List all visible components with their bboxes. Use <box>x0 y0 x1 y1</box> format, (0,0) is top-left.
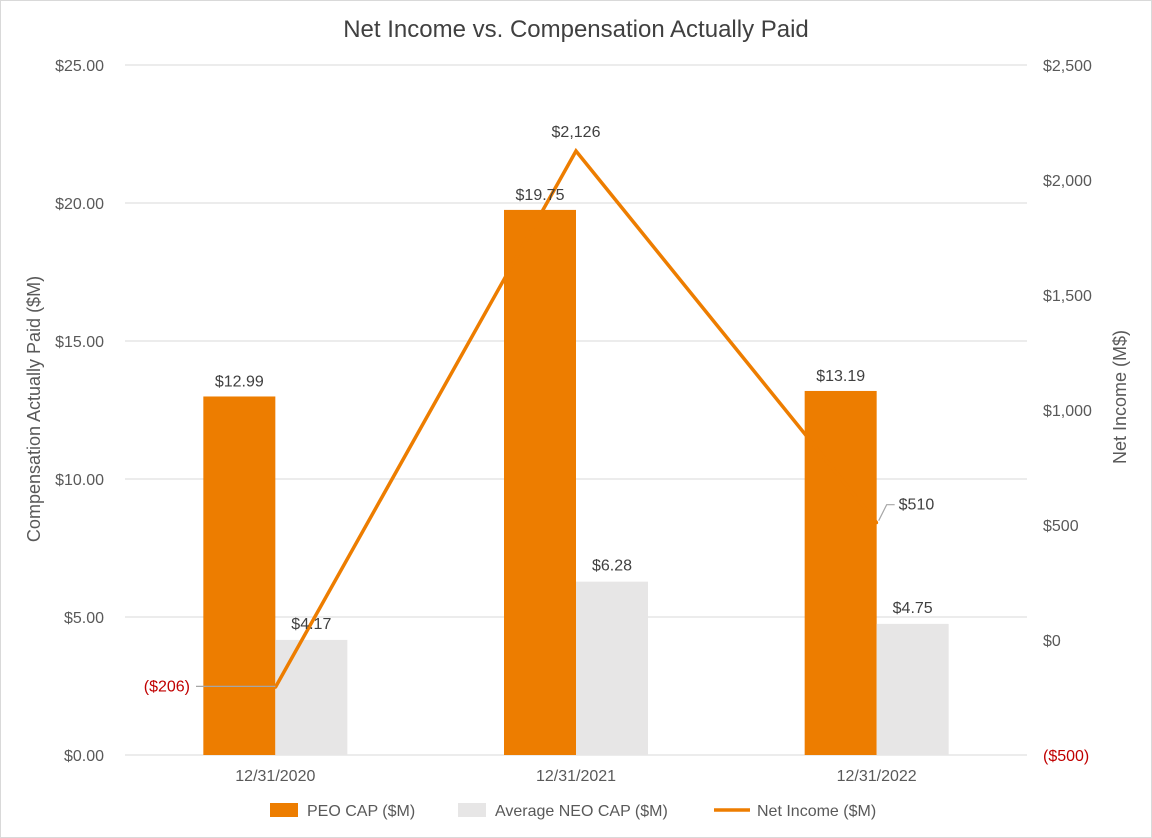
net-income-point <box>875 521 879 525</box>
neo-cap-bar <box>876 623 949 755</box>
y-tick-label: $15.00 <box>55 334 104 351</box>
chart-title: Net Income vs. Compensation Actually Pai… <box>343 16 809 43</box>
y2-tick-label: $500 <box>1043 518 1079 535</box>
legend-swatch-neo <box>458 803 486 817</box>
y2-tick-label: ($500) <box>1043 748 1089 765</box>
y2-tick-label: $1,000 <box>1043 403 1092 420</box>
y2-axis-title: Net Income (M$) <box>1110 330 1130 464</box>
x-tick-label: 12/31/2022 <box>837 768 917 785</box>
legend-label-net: Net Income ($M) <box>757 803 876 820</box>
net-income-data-label: $2,126 <box>552 124 601 141</box>
net-income-point <box>574 149 578 153</box>
y-tick-label: $0.00 <box>64 748 104 765</box>
legend-label-neo: Average NEO CAP ($M) <box>495 803 668 820</box>
leader-line <box>878 504 895 521</box>
y2-tick-label: $1,500 <box>1043 288 1092 305</box>
net-income-data-label: ($206) <box>144 678 190 695</box>
peo-cap-data-label: $12.99 <box>215 373 264 390</box>
data-labels: $12.99 $4.17 $19.75 $6.28 $13.19 $4.75 ($206) $… <box>144 124 935 695</box>
y2-tick-label: $0 <box>1043 633 1061 650</box>
y2-tick-label: $2,000 <box>1043 173 1092 190</box>
peo-cap-data-label: $19.75 <box>516 187 565 204</box>
neo-cap-data-label: $4.17 <box>291 616 331 633</box>
legend: PEO CAP ($M) Average NEO CAP ($M) Net Inco… <box>270 803 876 820</box>
neo-cap-data-label: $4.75 <box>893 600 933 617</box>
x-tick-label: 12/31/2021 <box>536 768 616 785</box>
net-income-data-label: $510 <box>899 497 935 514</box>
peo-cap-bar <box>203 396 276 755</box>
tick-labels: $0.00 $5.00 $10.00 $15.00 $20.00 $25.00 ($500)… <box>55 58 1092 785</box>
y-axis-title: Compensation Actually Paid ($M) <box>24 276 44 542</box>
y-tick-label: $25.00 <box>55 58 104 75</box>
legend-swatch-peo <box>270 803 298 817</box>
bars <box>203 209 949 755</box>
peo-cap-bar <box>504 209 576 755</box>
neo-cap-data-label: $6.28 <box>592 558 632 575</box>
peo-cap-data-label: $13.19 <box>816 368 865 385</box>
peo-cap-bar <box>804 390 877 755</box>
y-tick-label: $10.00 <box>55 472 104 489</box>
neo-cap-bar <box>576 581 648 755</box>
y2-tick-label: $2,500 <box>1043 58 1092 75</box>
x-tick-label: 12/31/2020 <box>235 768 315 785</box>
legend-label-peo: PEO CAP ($M) <box>307 803 415 820</box>
y-tick-label: $20.00 <box>55 196 104 213</box>
neo-cap-bar <box>275 639 348 755</box>
y-tick-label: $5.00 <box>64 610 104 627</box>
